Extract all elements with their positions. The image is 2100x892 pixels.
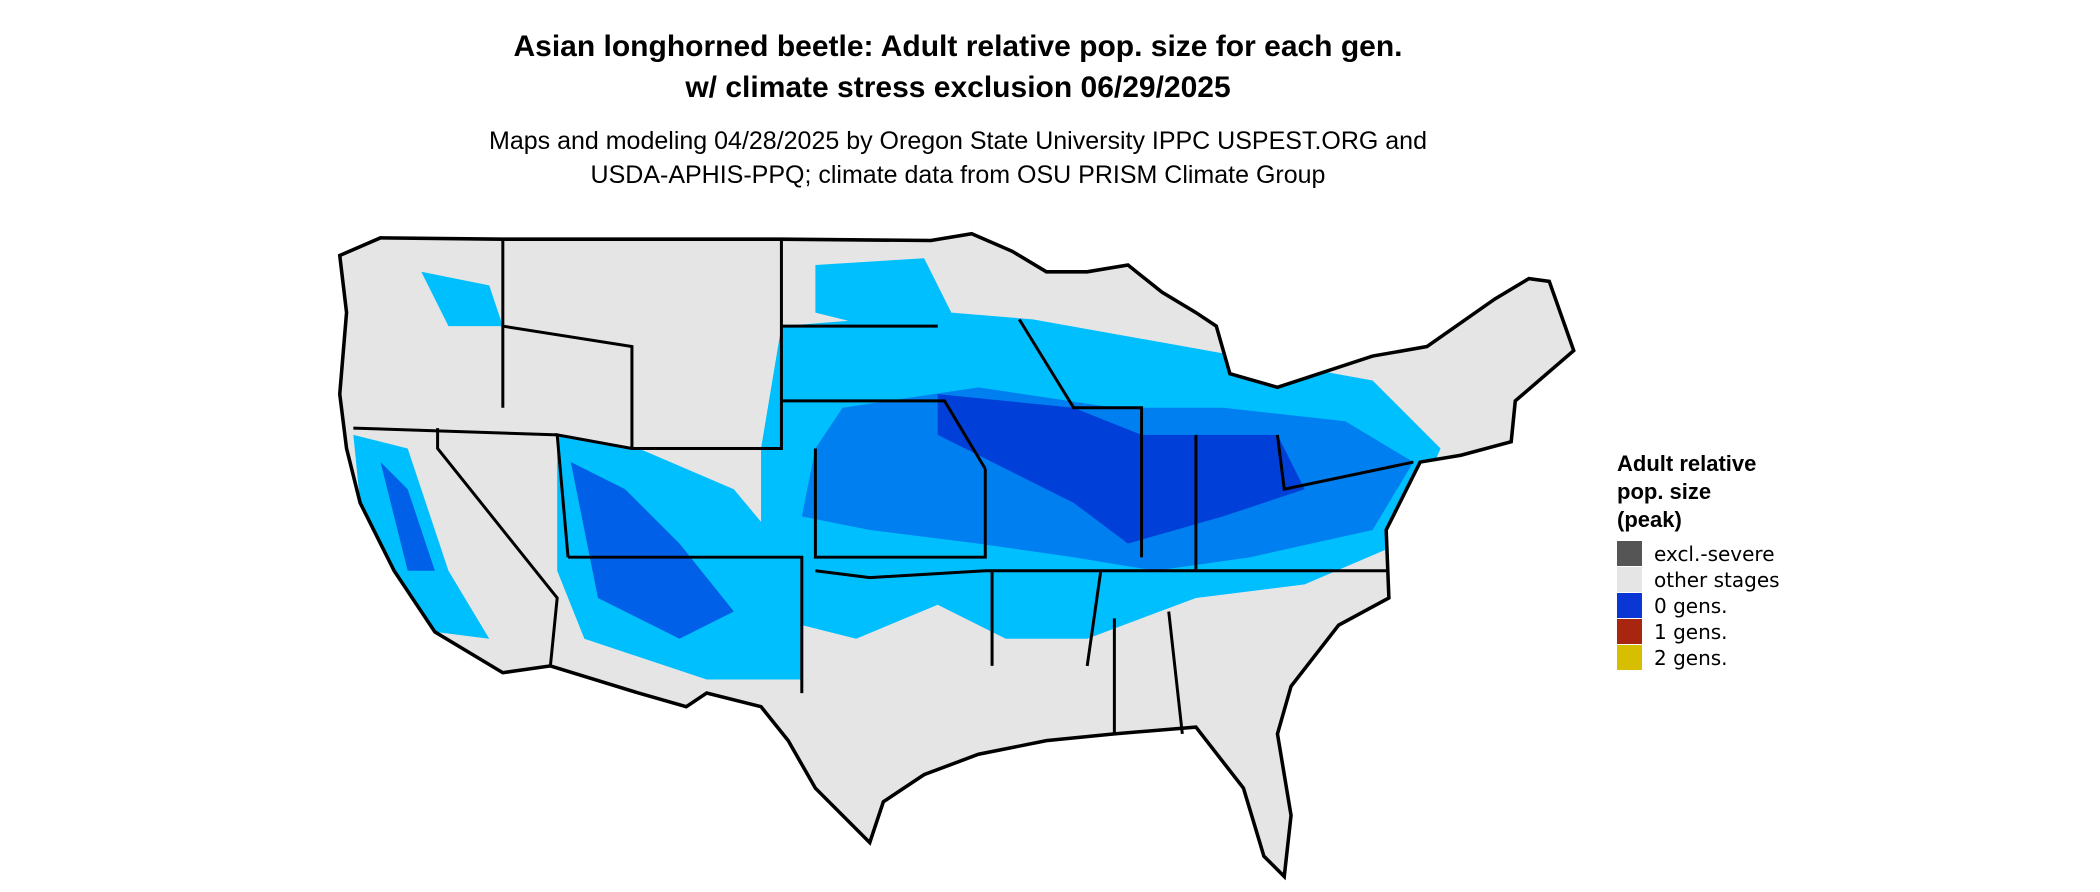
legend-title: pop. size: [1617, 479, 1711, 504]
state-borders: [337, 231, 1576, 879]
subtitle-line: Maps and modeling 04/28/2025 by Oregon S…: [489, 127, 1427, 155]
title-line: Asian longhorned beetle: Adult relative …: [513, 30, 1402, 63]
legend-swatch: [1617, 541, 1642, 566]
legend-swatch: [1617, 645, 1642, 670]
legend-swatch: [1617, 619, 1642, 644]
map: [337, 231, 1576, 879]
legend-label: excl.-severe: [1654, 542, 1775, 566]
legend-title: (peak): [1617, 507, 1682, 532]
legend-title: Adult relative: [1617, 451, 1756, 476]
legend-label: 2 gens.: [1654, 646, 1728, 670]
legend-label: 0 gens.: [1654, 594, 1728, 618]
legend: Adult relative pop. size (peak) excl.-sever…: [1617, 451, 1780, 670]
subtitle-line: USDA-APHIS-PPQ; climate data from OSU PR…: [591, 161, 1326, 189]
legend-swatch: [1617, 593, 1642, 618]
legend-label: other stages: [1654, 568, 1780, 592]
legend-swatch: [1617, 567, 1642, 592]
legend-label: 1 gens.: [1654, 620, 1728, 644]
title-line: w/ climate stress exclusion 06/29/2025: [684, 71, 1230, 104]
